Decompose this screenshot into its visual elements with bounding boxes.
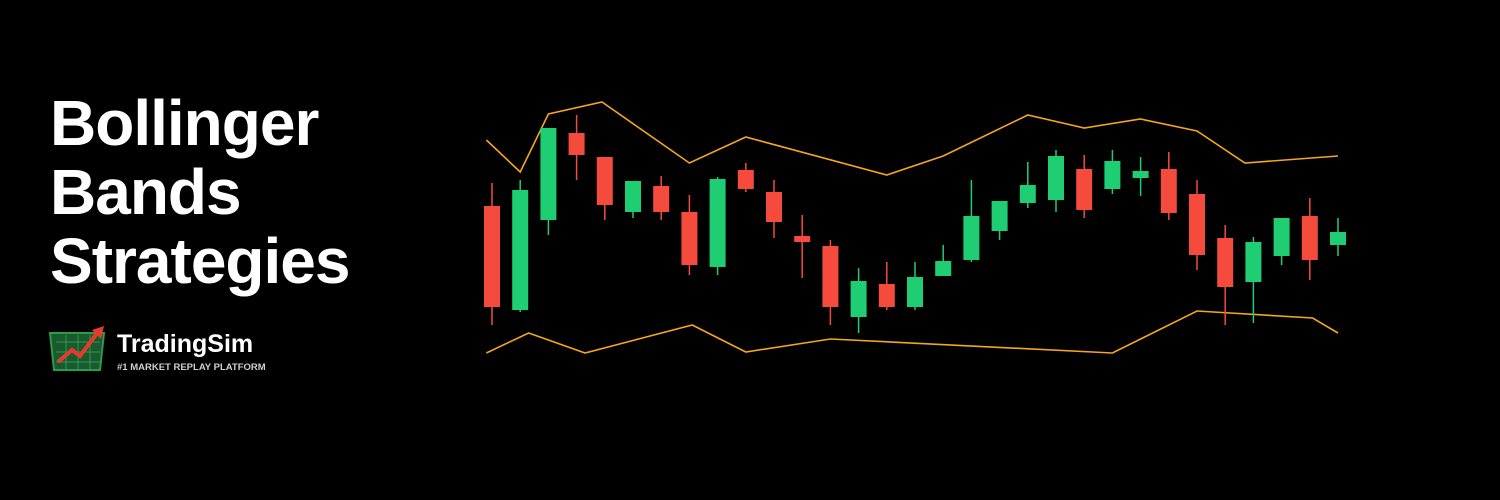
title-line: Bands: [50, 156, 241, 228]
band-line: [486, 310, 1339, 354]
title-line: Bollinger: [50, 87, 318, 159]
candle-body: [1104, 161, 1121, 189]
candle-body: [1076, 169, 1093, 210]
candle-body: [653, 186, 670, 212]
candle-body: [596, 157, 613, 205]
candle-body: [625, 181, 641, 212]
chart: [484, 101, 1346, 354]
logo-icon: [48, 326, 106, 371]
candle-body: [681, 212, 698, 265]
logo-name: TradingSim: [117, 330, 253, 358]
candle-body: [1217, 238, 1234, 287]
candle-body: [1273, 218, 1290, 256]
candle-body: [794, 236, 811, 242]
candle-body: [1330, 232, 1346, 245]
candle-body: [822, 246, 839, 307]
candle-body: [963, 216, 980, 260]
candle-body: [1048, 156, 1064, 200]
candle-body: [1189, 194, 1205, 255]
logo-tagline: #1 MARKET REPLAY PLATFORM: [117, 362, 266, 373]
title-line: Strategies: [50, 225, 349, 297]
candle-body: [709, 179, 726, 267]
candle-body: [850, 281, 867, 317]
candle-body: [907, 277, 923, 307]
candle-body: [540, 128, 557, 220]
candle-body: [737, 170, 754, 189]
band-line: [485, 101, 1339, 176]
candle-body: [1019, 185, 1036, 203]
candle-body: [1301, 216, 1318, 260]
candle-body: [1245, 242, 1262, 282]
candle-body: [1132, 171, 1149, 178]
candle-body: [991, 201, 1008, 231]
candle-body: [512, 190, 529, 310]
candle-body: [484, 206, 500, 307]
candle-body: [568, 133, 585, 155]
candle-body: [935, 261, 952, 276]
candle-body: [766, 192, 782, 222]
candle-body: [878, 284, 895, 307]
candle-body: [1160, 169, 1177, 213]
